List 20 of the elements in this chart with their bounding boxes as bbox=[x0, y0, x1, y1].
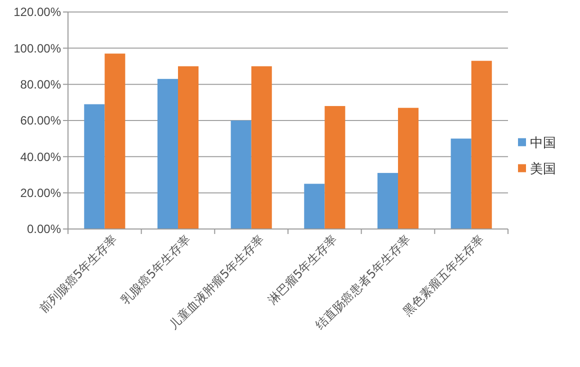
bar bbox=[304, 184, 325, 229]
bar bbox=[84, 104, 105, 229]
bar bbox=[178, 66, 199, 229]
bar bbox=[450, 138, 472, 229]
y-tick-label: 40.00% bbox=[20, 150, 62, 164]
bar bbox=[324, 106, 346, 229]
y-tick-label: 80.00% bbox=[20, 78, 62, 92]
bar bbox=[104, 54, 126, 229]
y-tick-label: 100.00% bbox=[14, 41, 62, 56]
y-tick-label: 120.00% bbox=[14, 5, 62, 20]
bar bbox=[230, 120, 252, 229]
bar bbox=[251, 66, 272, 229]
legend-label: 中国 bbox=[530, 136, 556, 151]
bar bbox=[471, 60, 492, 229]
bar bbox=[398, 108, 419, 229]
y-tick-label: 20.00% bbox=[20, 186, 62, 200]
y-tick-label: 60.00% bbox=[20, 114, 62, 128]
bar bbox=[377, 172, 398, 229]
bar bbox=[157, 78, 178, 229]
legend-label: 美国 bbox=[530, 160, 556, 177]
